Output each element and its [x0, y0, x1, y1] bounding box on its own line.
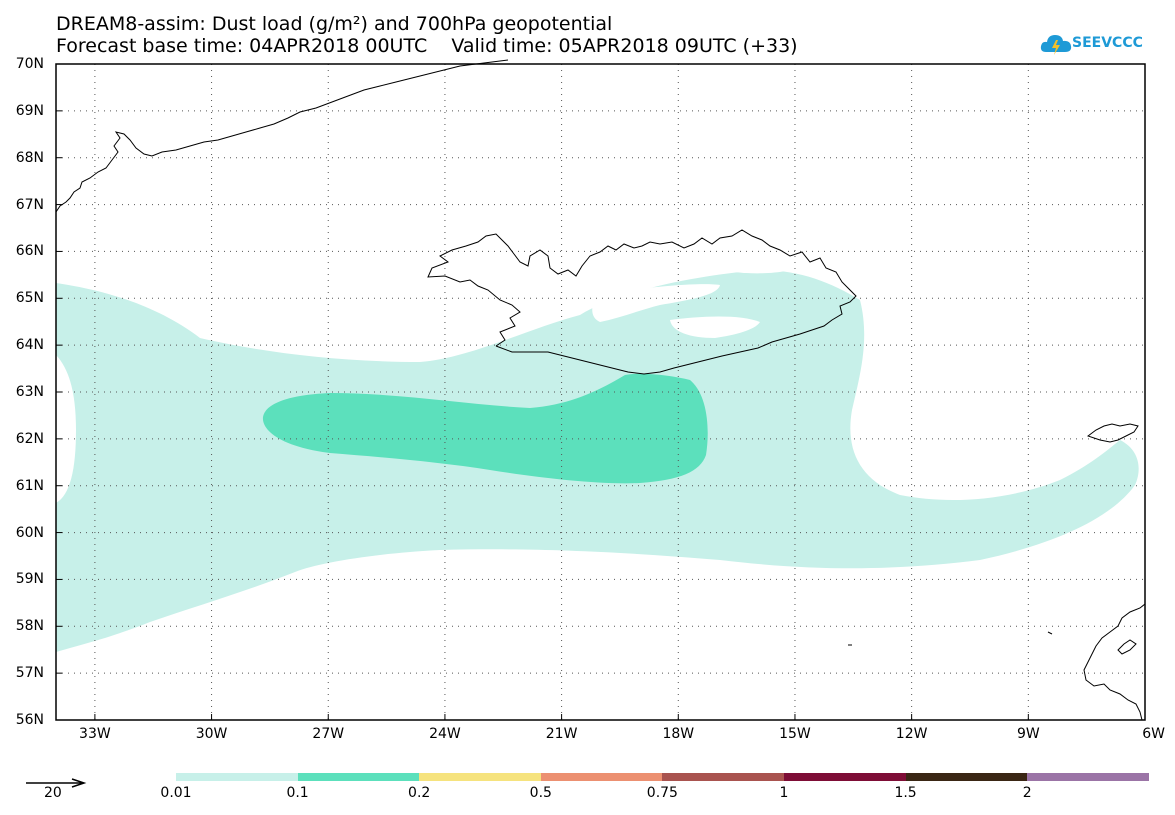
- faroe-coastline: [1086, 423, 1139, 443]
- lat-label: 68N: [15, 149, 44, 166]
- axis-ticks: [56, 63, 1146, 721]
- lon-label: 30W: [195, 726, 228, 742]
- colorbar-label: 0.01: [160, 785, 192, 801]
- lat-label: 67N: [15, 196, 44, 213]
- lat-label: 59N: [15, 571, 44, 588]
- lon-label: 15W: [779, 726, 811, 742]
- reference-vector: [26, 778, 87, 788]
- island-coastline: [1047, 631, 1053, 635]
- colorbar-segment: [297, 773, 420, 781]
- greenland-coastline: [55, 59, 509, 213]
- colorbar-segment: [1027, 773, 1150, 781]
- colorbar-segment: [905, 773, 1028, 781]
- colorbar-label: 1.5: [894, 785, 917, 801]
- lon-label: 12W: [895, 726, 928, 742]
- lat-label: 70N: [15, 56, 44, 72]
- cloud-icon: [1040, 35, 1072, 55]
- lat-label: 66N: [15, 243, 44, 260]
- lat-label: 60N: [15, 524, 44, 541]
- seevccc-logo: SEEVCCC: [1040, 30, 1152, 58]
- lat-label: 61N: [15, 477, 44, 494]
- no-dust-area: [670, 316, 760, 338]
- lon-label: 21W: [545, 726, 578, 742]
- no-dust-area: [592, 284, 720, 322]
- no-dust-area: [720, 258, 805, 274]
- scotland-coastline: [1083, 603, 1146, 721]
- colorbar-label: 0.75: [646, 785, 678, 801]
- colorbar-segment: [662, 773, 785, 781]
- colorbar-label: 1: [779, 785, 789, 801]
- colorbar-label: 0.2: [408, 785, 431, 801]
- colorbar-label: 2: [1022, 785, 1032, 801]
- lat-label: 62N: [15, 430, 44, 447]
- colorbar-segment: [784, 773, 907, 781]
- reference-vector-label: 20: [44, 785, 62, 801]
- colorbar-label: 0.1: [286, 785, 309, 801]
- lat-label: 69N: [15, 102, 44, 119]
- lon-label: 27W: [312, 726, 345, 742]
- hebrides-coastline: [1117, 639, 1137, 655]
- colorbar-segment: [540, 773, 663, 781]
- lon-label: 24W: [429, 726, 461, 742]
- map-title: DREAM8-assim: Dust load (g/m²) and 700hP…: [56, 13, 613, 35]
- iceland-coastline: [427, 229, 857, 375]
- lon-label: 33W: [79, 726, 111, 742]
- lat-label: 56N: [15, 712, 44, 728]
- gridlines: [56, 64, 1145, 720]
- lat-label: 58N: [15, 618, 44, 635]
- lat-label: 65N: [15, 290, 44, 307]
- lat-label: 64N: [15, 337, 44, 354]
- lat-label: 63N: [15, 384, 44, 400]
- colorbar-label: 0.5: [529, 785, 552, 801]
- forecast-times: Forecast base time: 04APR2018 00UTC Vali…: [56, 35, 798, 57]
- logo-text: SEEVCCC: [1072, 35, 1143, 51]
- lon-label: 6W: [1142, 726, 1165, 742]
- lon-label: 18W: [662, 726, 695, 742]
- coastlines: [55, 59, 1146, 721]
- dust-contour-0.1: [262, 373, 708, 484]
- lon-label: 9W: [1016, 726, 1040, 742]
- colorbar-segment: [176, 773, 299, 781]
- lat-label: 57N: [15, 665, 44, 682]
- colorbar-segment: [419, 773, 542, 781]
